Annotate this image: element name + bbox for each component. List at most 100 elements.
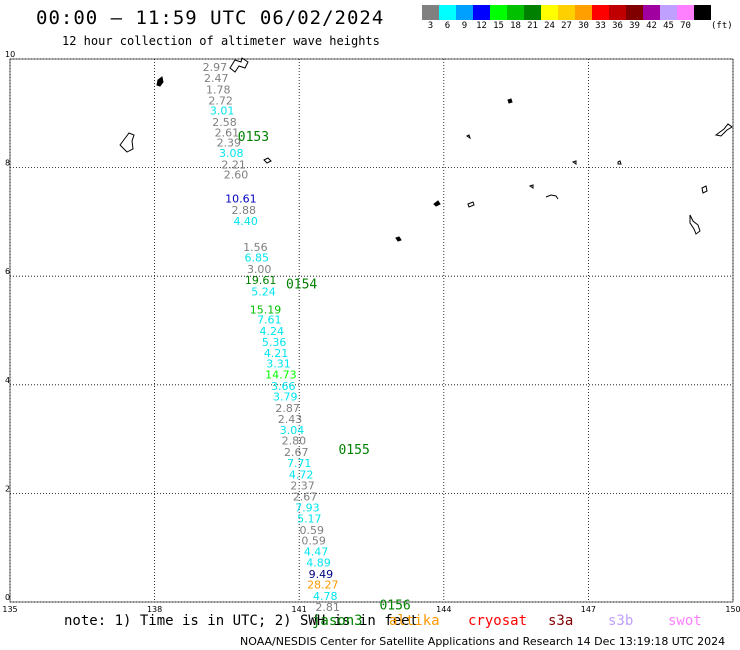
y-tick-label: 6: [5, 267, 10, 276]
satellite-label: s3a: [548, 613, 574, 629]
scale-swatch: [592, 5, 609, 20]
wave-height-label: 2.67: [293, 491, 318, 504]
wave-height-label: 4.72: [289, 468, 314, 481]
wave-height-label: 5.24: [251, 285, 276, 298]
scale-label: 30: [578, 21, 589, 31]
wave-height-label: 7.93: [295, 502, 320, 515]
satellite-label: cryosat: [468, 613, 528, 629]
scale-swatch: [643, 5, 660, 20]
scale-swatch: [473, 5, 490, 20]
y-tick-label: 10: [5, 50, 15, 59]
island-outline: [689, 214, 701, 235]
wave-height-label: 7.61: [257, 314, 282, 327]
wave-height-label: 2.80: [282, 435, 307, 448]
wave-height-label: 10.61: [225, 193, 257, 206]
scale-label: 3: [427, 21, 434, 31]
plot-frame: [9, 58, 734, 603]
wave-height-label: 2.87: [275, 402, 300, 415]
wave-height-label: 19.61: [245, 274, 277, 287]
scale-swatch: [609, 5, 626, 20]
scale-label: 9: [461, 21, 468, 31]
x-tick-label: 138: [147, 605, 162, 614]
island-outline: [156, 76, 164, 87]
wave-height-label: 4.24: [259, 325, 284, 338]
scale-swatch: [558, 5, 575, 20]
scale-label: 39: [629, 21, 640, 31]
x-tick-label: 147: [581, 605, 596, 614]
scale-swatch: [490, 5, 507, 20]
wave-height-label: 2.43: [278, 413, 303, 426]
pass-number-label: 0156: [379, 599, 410, 614]
wave-height-label: 5.36: [262, 336, 287, 349]
wave-height-label: 3.08: [219, 147, 244, 160]
satellite-label: altika: [389, 613, 440, 629]
wave-height-label: 2.88: [232, 204, 257, 217]
island-outline: [119, 132, 135, 153]
scale-swatch: [439, 5, 456, 20]
scale-label: 18: [510, 21, 521, 31]
wave-height-label: 2.72: [208, 94, 233, 107]
wave-height-label: 3.01: [210, 105, 235, 118]
color-scale-labels: 3 6 9 12 15 18 21 24 27 30 33 36 39 42 45 70 (ft): [422, 21, 733, 31]
wave-height-label: 3.04: [280, 424, 305, 437]
scale-swatch: [541, 5, 558, 20]
island-outline: [507, 98, 513, 104]
island-outline: [714, 123, 733, 137]
island-outline: [467, 201, 475, 208]
x-tick-label: 141: [292, 605, 307, 614]
island-outline: [263, 157, 272, 164]
wave-height-label: 5.17: [297, 512, 322, 525]
color-scale-legend: [422, 5, 711, 20]
satellite-label: s3b: [608, 613, 634, 629]
scale-swatch: [660, 5, 677, 20]
wave-height-label: 4.40: [233, 215, 258, 228]
island-outline: [617, 160, 622, 165]
scale-swatch: [422, 5, 439, 20]
island-outline: [395, 236, 402, 242]
island-outline: [571, 160, 577, 165]
land-outlines: [119, 57, 733, 242]
scale-label: 15: [493, 21, 504, 31]
scale-label: 33: [595, 21, 606, 31]
wave-height-label: 2.97: [203, 61, 228, 74]
scale-label: 36: [612, 21, 623, 31]
wave-height-label: 28.27: [307, 579, 339, 592]
pass-number-label: 0154: [286, 277, 317, 292]
scale-label: 27: [561, 21, 572, 31]
axis-ticks: 135 138 141 144 147 150 0 2 4 6 8 10: [2, 50, 740, 614]
wave-height-label: 6.85: [245, 252, 270, 265]
scale-swatch: [626, 5, 643, 20]
wave-height-label: 3.79: [273, 391, 298, 404]
scale-swatch: [575, 5, 592, 20]
satellite-label: jason3: [312, 613, 363, 629]
credit-footer: NOAA/NESDIS Center for Satellite Applica…: [240, 635, 726, 648]
scale-label: 21: [527, 21, 538, 31]
pass-number-label: 0155: [338, 443, 369, 458]
wave-height-label: 3.31: [266, 358, 291, 371]
data-points: 2.972.471.782.723.012.582.612.393.082.21…: [203, 61, 340, 614]
y-tick-label: 4: [5, 376, 10, 385]
wave-height-label: 2.60: [224, 169, 249, 182]
wave-height-label: 7.71: [287, 457, 312, 470]
scale-label: 45: [663, 21, 674, 31]
scale-swatch: [524, 5, 541, 20]
wave-height-label: 3.00: [247, 263, 272, 276]
y-tick-label: 2: [5, 484, 10, 493]
y-tick-label: 8: [5, 159, 10, 168]
island-outline: [229, 57, 249, 73]
x-tick-label: 135: [2, 605, 17, 614]
wave-height-label: 2.21: [221, 158, 246, 171]
scale-label: 24: [544, 21, 555, 31]
island-outline: [466, 134, 471, 140]
pass-number-label: 0153: [238, 130, 269, 145]
scale-swatch: [456, 5, 473, 20]
x-tick-label: 144: [436, 605, 451, 614]
wave-height-label: 2.61: [215, 126, 240, 139]
wave-height-label: 3.66: [271, 380, 296, 393]
x-tick-label: 150: [725, 605, 740, 614]
wave-height-label: 15.19: [250, 303, 282, 316]
scale-label: 12: [476, 21, 487, 31]
wave-height-label: 2.81: [315, 601, 340, 614]
wave-height-label: 4.89: [306, 556, 331, 569]
